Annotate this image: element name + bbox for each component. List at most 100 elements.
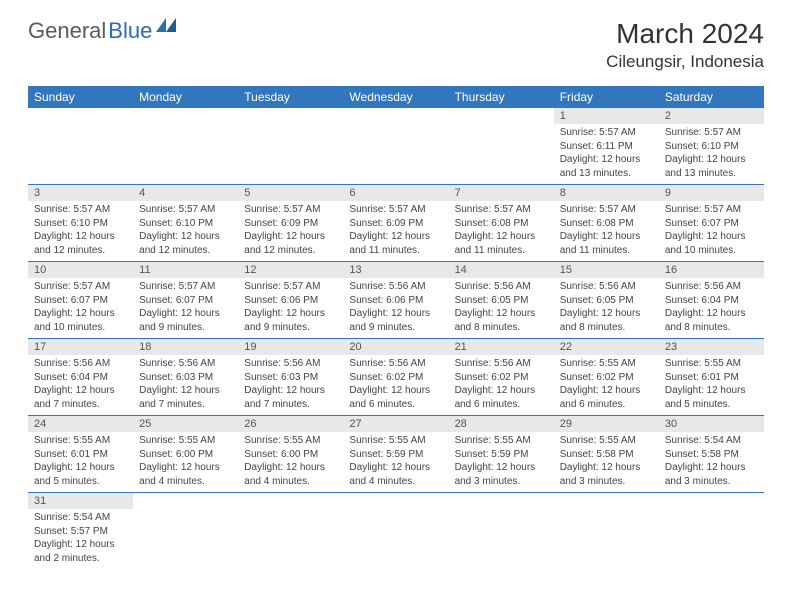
logo: General Blue [28,18,176,44]
day-number: 23 [659,339,764,355]
calendar-cell: 10Sunrise: 5:57 AMSunset: 6:07 PMDayligh… [28,262,133,339]
day-details: Sunrise: 5:56 AMSunset: 6:04 PMDaylight:… [659,278,764,338]
calendar-cell [449,108,554,185]
day-number: 7 [449,185,554,201]
calendar-cell: 5Sunrise: 5:57 AMSunset: 6:09 PMDaylight… [238,185,343,262]
calendar-cell [449,493,554,570]
day-number: 21 [449,339,554,355]
calendar-cell: 12Sunrise: 5:57 AMSunset: 6:06 PMDayligh… [238,262,343,339]
calendar-cell: 30Sunrise: 5:54 AMSunset: 5:58 PMDayligh… [659,416,764,493]
calendar-cell: 4Sunrise: 5:57 AMSunset: 6:10 PMDaylight… [133,185,238,262]
day-details: Sunrise: 5:56 AMSunset: 6:03 PMDaylight:… [133,355,238,415]
calendar-cell: 29Sunrise: 5:55 AMSunset: 5:58 PMDayligh… [554,416,659,493]
calendar-row: 3Sunrise: 5:57 AMSunset: 6:10 PMDaylight… [28,185,764,262]
day-number: 2 [659,108,764,124]
day-number: 31 [28,493,133,509]
day-details: Sunrise: 5:54 AMSunset: 5:57 PMDaylight:… [28,509,133,569]
day-details: Sunrise: 5:54 AMSunset: 5:58 PMDaylight:… [659,432,764,492]
calendar-cell: 23Sunrise: 5:55 AMSunset: 6:01 PMDayligh… [659,339,764,416]
calendar-cell: 9Sunrise: 5:57 AMSunset: 6:07 PMDaylight… [659,185,764,262]
day-details: Sunrise: 5:55 AMSunset: 6:00 PMDaylight:… [133,432,238,492]
header: General Blue March 2024 Cileungsir, Indo… [0,0,792,80]
day-details: Sunrise: 5:56 AMSunset: 6:06 PMDaylight:… [343,278,448,338]
day-details: Sunrise: 5:56 AMSunset: 6:05 PMDaylight:… [449,278,554,338]
day-number: 6 [343,185,448,201]
day-number: 25 [133,416,238,432]
calendar-cell [28,108,133,185]
calendar-cell: 27Sunrise: 5:55 AMSunset: 5:59 PMDayligh… [343,416,448,493]
day-details: Sunrise: 5:56 AMSunset: 6:03 PMDaylight:… [238,355,343,415]
calendar-cell: 13Sunrise: 5:56 AMSunset: 6:06 PMDayligh… [343,262,448,339]
day-details: Sunrise: 5:57 AMSunset: 6:08 PMDaylight:… [449,201,554,261]
flag-icon [156,18,176,32]
calendar-cell: 3Sunrise: 5:57 AMSunset: 6:10 PMDaylight… [28,185,133,262]
weekday-header: Friday [554,86,659,108]
day-number: 26 [238,416,343,432]
day-number: 13 [343,262,448,278]
calendar-cell: 22Sunrise: 5:55 AMSunset: 6:02 PMDayligh… [554,339,659,416]
month-title: March 2024 [606,18,764,50]
calendar-cell [133,493,238,570]
calendar-table: Sunday Monday Tuesday Wednesday Thursday… [28,86,764,569]
calendar-cell [343,493,448,570]
day-details: Sunrise: 5:57 AMSunset: 6:11 PMDaylight:… [554,124,659,184]
calendar-cell: 1Sunrise: 5:57 AMSunset: 6:11 PMDaylight… [554,108,659,185]
weekday-header: Monday [133,86,238,108]
calendar-cell: 14Sunrise: 5:56 AMSunset: 6:05 PMDayligh… [449,262,554,339]
calendar-cell: 7Sunrise: 5:57 AMSunset: 6:08 PMDaylight… [449,185,554,262]
day-details: Sunrise: 5:56 AMSunset: 6:02 PMDaylight:… [343,355,448,415]
calendar-row: 1Sunrise: 5:57 AMSunset: 6:11 PMDaylight… [28,108,764,185]
day-details: Sunrise: 5:55 AMSunset: 5:58 PMDaylight:… [554,432,659,492]
weekday-header-row: Sunday Monday Tuesday Wednesday Thursday… [28,86,764,108]
day-number: 29 [554,416,659,432]
calendar-cell: 18Sunrise: 5:56 AMSunset: 6:03 PMDayligh… [133,339,238,416]
day-number: 12 [238,262,343,278]
calendar-row: 31Sunrise: 5:54 AMSunset: 5:57 PMDayligh… [28,493,764,570]
weekday-header: Saturday [659,86,764,108]
day-number: 4 [133,185,238,201]
day-number: 22 [554,339,659,355]
day-details: Sunrise: 5:57 AMSunset: 6:07 PMDaylight:… [659,201,764,261]
calendar-cell: 24Sunrise: 5:55 AMSunset: 6:01 PMDayligh… [28,416,133,493]
calendar-cell [238,108,343,185]
day-number: 30 [659,416,764,432]
day-details: Sunrise: 5:55 AMSunset: 5:59 PMDaylight:… [343,432,448,492]
day-details: Sunrise: 5:57 AMSunset: 6:10 PMDaylight:… [133,201,238,261]
calendar-cell: 6Sunrise: 5:57 AMSunset: 6:09 PMDaylight… [343,185,448,262]
day-number: 15 [554,262,659,278]
weekday-header: Thursday [449,86,554,108]
calendar-cell: 17Sunrise: 5:56 AMSunset: 6:04 PMDayligh… [28,339,133,416]
day-number: 1 [554,108,659,124]
day-details: Sunrise: 5:55 AMSunset: 6:01 PMDaylight:… [659,355,764,415]
day-number: 18 [133,339,238,355]
calendar-cell [343,108,448,185]
title-block: March 2024 Cileungsir, Indonesia [606,18,764,72]
day-number: 10 [28,262,133,278]
calendar-cell [133,108,238,185]
calendar-row: 24Sunrise: 5:55 AMSunset: 6:01 PMDayligh… [28,416,764,493]
logo-text-blue: Blue [108,18,152,44]
day-number: 11 [133,262,238,278]
day-number: 17 [28,339,133,355]
day-details: Sunrise: 5:56 AMSunset: 6:02 PMDaylight:… [449,355,554,415]
day-number: 24 [28,416,133,432]
calendar-cell: 11Sunrise: 5:57 AMSunset: 6:07 PMDayligh… [133,262,238,339]
calendar-row: 10Sunrise: 5:57 AMSunset: 6:07 PMDayligh… [28,262,764,339]
calendar-cell: 20Sunrise: 5:56 AMSunset: 6:02 PMDayligh… [343,339,448,416]
day-details: Sunrise: 5:57 AMSunset: 6:09 PMDaylight:… [238,201,343,261]
calendar-cell: 8Sunrise: 5:57 AMSunset: 6:08 PMDaylight… [554,185,659,262]
logo-text-general: General [28,18,106,44]
day-details: Sunrise: 5:55 AMSunset: 6:02 PMDaylight:… [554,355,659,415]
day-details: Sunrise: 5:57 AMSunset: 6:10 PMDaylight:… [659,124,764,184]
day-details: Sunrise: 5:57 AMSunset: 6:07 PMDaylight:… [133,278,238,338]
day-number: 16 [659,262,764,278]
calendar-cell: 26Sunrise: 5:55 AMSunset: 6:00 PMDayligh… [238,416,343,493]
day-number: 5 [238,185,343,201]
day-details: Sunrise: 5:55 AMSunset: 6:00 PMDaylight:… [238,432,343,492]
calendar-cell: 19Sunrise: 5:56 AMSunset: 6:03 PMDayligh… [238,339,343,416]
day-details: Sunrise: 5:57 AMSunset: 6:09 PMDaylight:… [343,201,448,261]
calendar-cell: 2Sunrise: 5:57 AMSunset: 6:10 PMDaylight… [659,108,764,185]
day-number: 20 [343,339,448,355]
weekday-header: Sunday [28,86,133,108]
calendar-cell [554,493,659,570]
